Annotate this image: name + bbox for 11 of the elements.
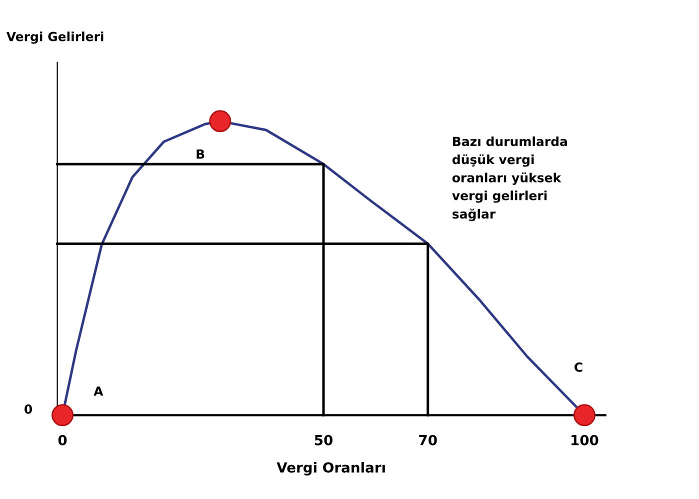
annotation: A [94, 386, 104, 396]
annotation: Bazı durumlarda düşük vergi oranları yüksek vergi gelirleri sağlar [452, 136, 567, 222]
annotation: B [196, 149, 204, 159]
x-axis-title: Vergi Oranları [276, 462, 385, 476]
x-tick-label: 50 [314, 434, 332, 446]
x-tick-label: 70 [419, 434, 437, 446]
x-tick-label: 100 [572, 434, 598, 446]
x-tick-label: 0 [58, 434, 67, 446]
text: 0 [24, 404, 32, 414]
text: Vergi Gelirleri [6, 32, 104, 44]
annotation: C [574, 362, 582, 372]
